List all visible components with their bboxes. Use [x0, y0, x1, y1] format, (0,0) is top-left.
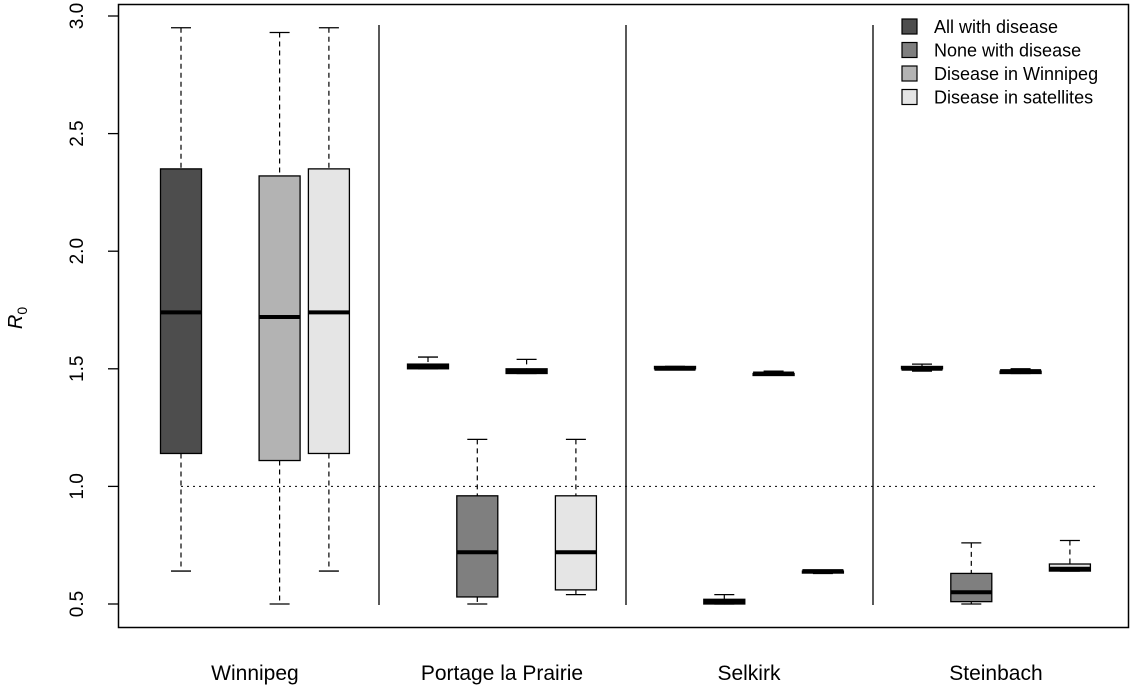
legend-label: All with disease	[934, 17, 1058, 37]
y-tick-label: 1.0	[67, 473, 88, 499]
box-body	[950, 572, 993, 603]
box-none-with-disease	[456, 438, 499, 605]
category-label: Steinbach	[949, 662, 1042, 685]
box-disease-in-satellites	[307, 27, 351, 572]
box-body	[456, 495, 499, 598]
y-tick-label: 3.0	[67, 3, 88, 29]
legend-swatch	[901, 41, 918, 59]
box-disease-in-winnipeg	[752, 370, 795, 377]
legend-swatch	[901, 88, 918, 106]
legend-label: None with disease	[934, 41, 1081, 61]
category-label: Winnipeg	[211, 662, 299, 685]
box-disease-in-satellites	[801, 569, 845, 575]
y-tick-label: 2.5	[67, 120, 88, 146]
box-disease-in-winnipeg	[505, 358, 548, 375]
box-none-with-disease	[703, 593, 746, 605]
box-all-with-disease	[653, 365, 697, 371]
legend-label: Disease in Winnipeg	[934, 64, 1098, 84]
box-all-with-disease	[159, 27, 203, 572]
legend: All with disease None with disease Disease…	[901, 17, 1098, 108]
legend-swatch	[901, 18, 918, 35]
category-label: Selkirk	[717, 662, 781, 685]
legend-swatch	[901, 65, 918, 82]
box-disease-in-winnipeg	[999, 368, 1042, 375]
category-label: Portage la Prairie	[421, 662, 583, 685]
y-tick-label: 2.0	[67, 238, 88, 264]
y-tick-label: 0.5	[67, 591, 88, 617]
plot-frame	[117, 3, 1130, 629]
box-disease-in-winnipeg	[258, 31, 301, 605]
box-disease-in-satellites	[554, 438, 598, 596]
y-axis-label: R0	[5, 307, 30, 329]
box-disease-in-satellites	[1048, 539, 1092, 572]
legend-label: Disease in satellites	[934, 88, 1093, 108]
box-all-with-disease	[406, 356, 450, 370]
box-body	[554, 495, 598, 591]
box-none-with-disease	[950, 542, 993, 605]
y-tick-label: 1.5	[67, 356, 88, 382]
box-all-with-disease	[900, 363, 944, 372]
